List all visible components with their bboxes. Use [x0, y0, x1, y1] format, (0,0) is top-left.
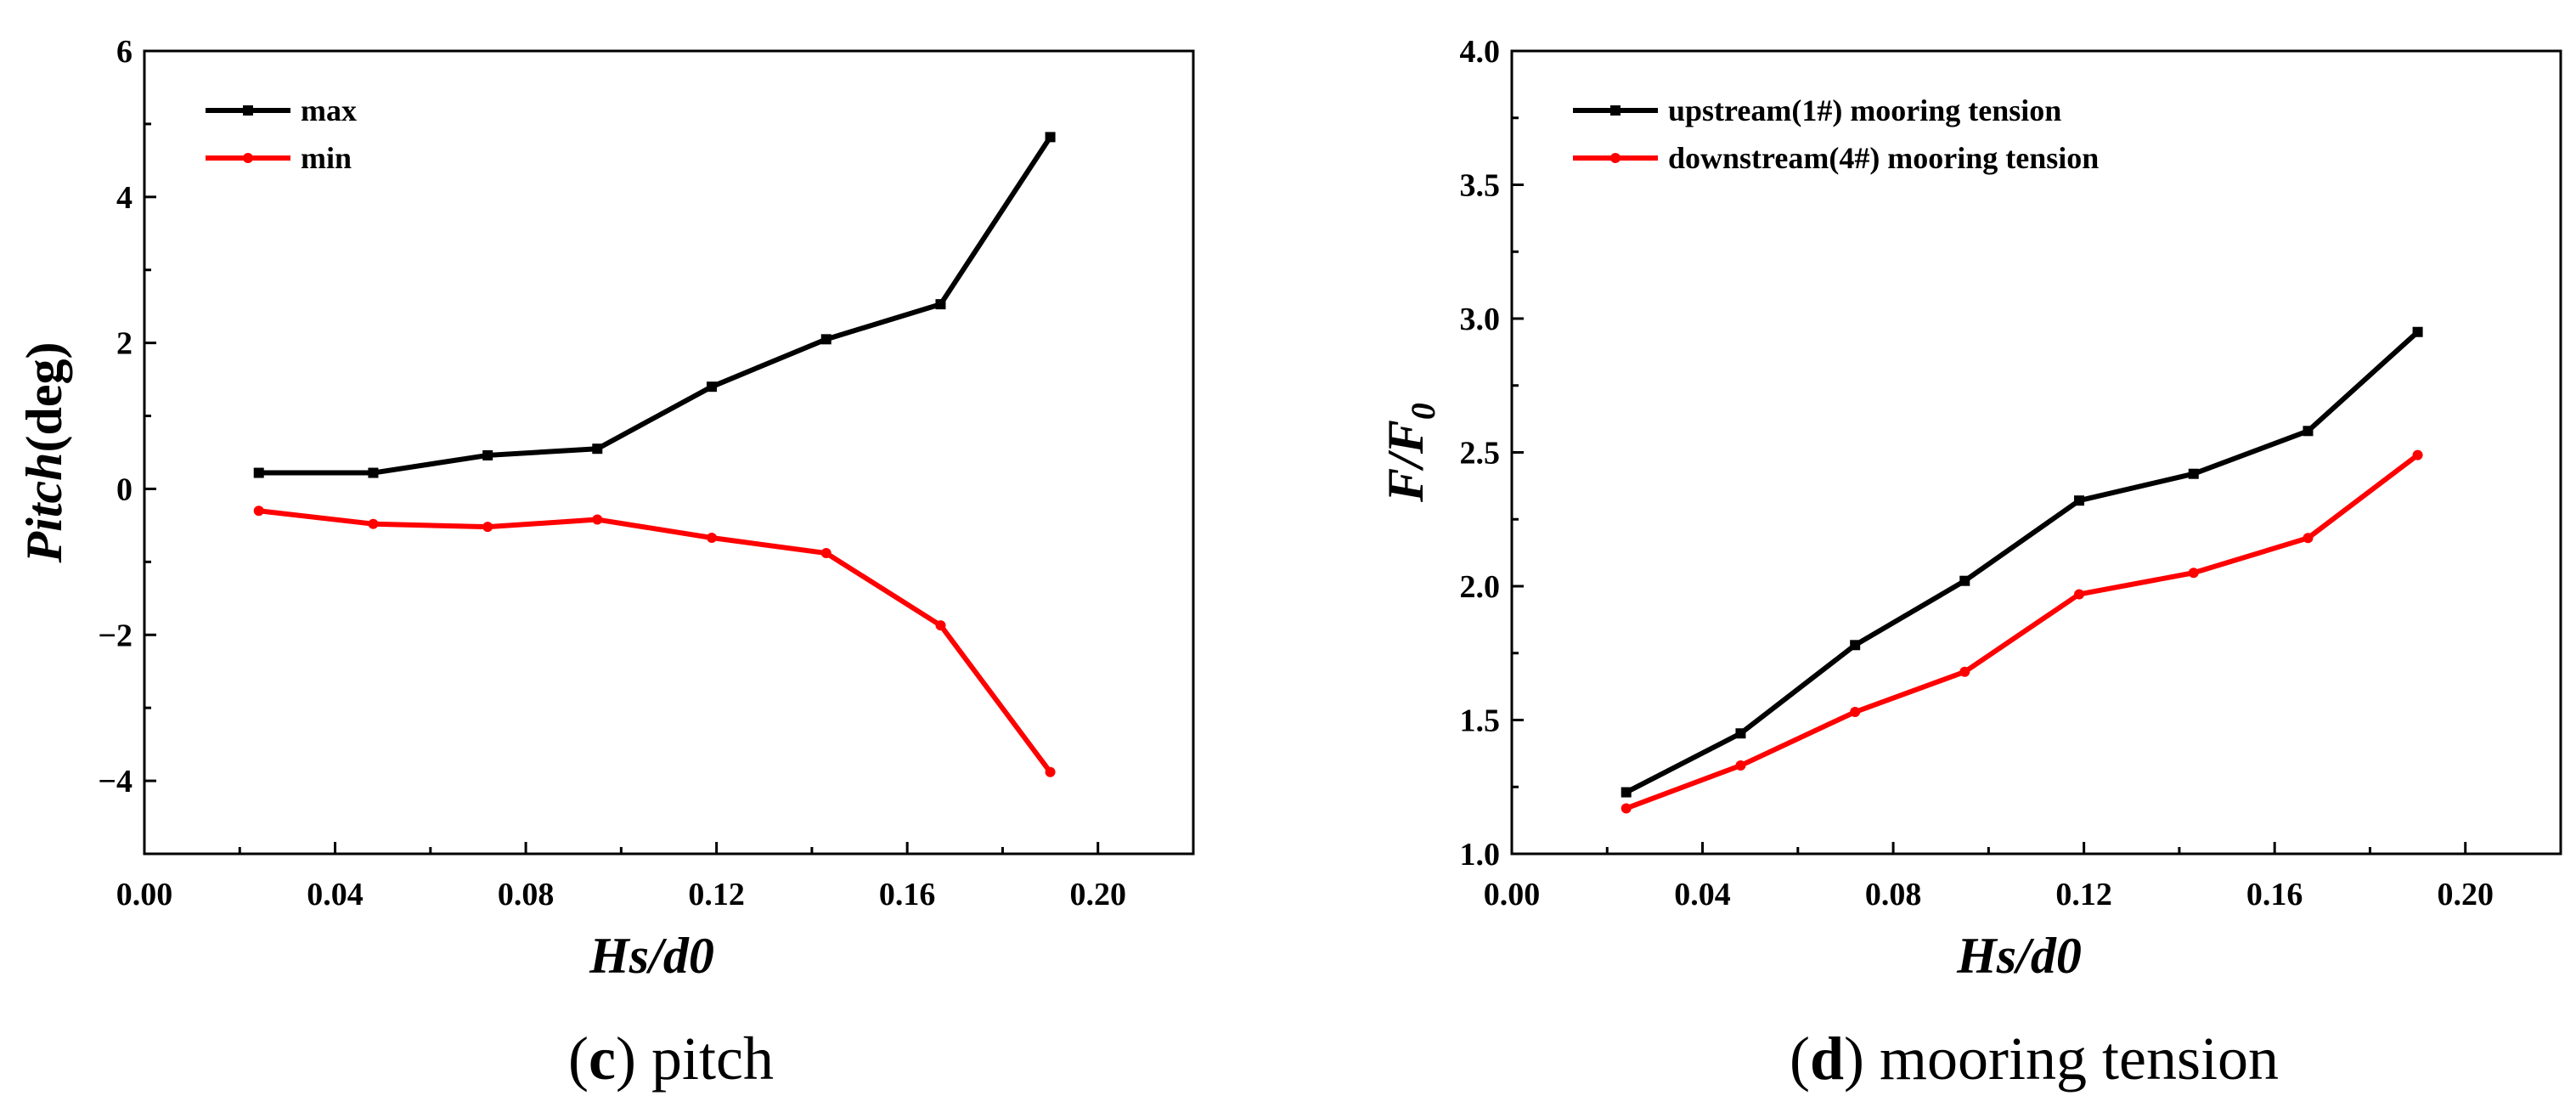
data-point-min [482, 522, 493, 533]
caption-close-paren: ) [616, 1025, 651, 1093]
legend-label: max [301, 93, 357, 127]
data-point-max [592, 443, 603, 455]
x-tick-label: 0.12 [688, 877, 745, 912]
data-point-max [935, 299, 946, 310]
y-tick-label: −2 [98, 618, 132, 653]
data-point-downstream4 [2412, 449, 2423, 460]
y-tick-label: 1.5 [1460, 703, 1501, 739]
x-axis-title: Hs/d0 [1956, 928, 2082, 984]
x-tick-label: 0.20 [2437, 877, 2494, 912]
data-point-upstream1 [1959, 575, 1970, 586]
y-axis-title: Pitch(deg) [16, 342, 72, 564]
data-point-upstream1 [1735, 728, 1746, 739]
data-point-min [935, 620, 946, 631]
caption-text: pitch [651, 1025, 774, 1093]
figure-caption: (c) pitch [568, 1025, 774, 1093]
caption-letter: c [589, 1025, 616, 1093]
data-point-min [368, 518, 379, 529]
legend-label: min [301, 141, 352, 175]
y-tick-label: 3.0 [1460, 302, 1501, 337]
legend-label: upstream(1#) mooring tension [1668, 93, 2061, 127]
data-point-downstream4 [2303, 533, 2314, 544]
y-tick-label: 1.0 [1460, 837, 1501, 873]
data-point-min [1045, 766, 1056, 777]
caption-open-paren: ( [1790, 1025, 1810, 1093]
data-point-downstream4 [2188, 568, 2199, 579]
data-point-max [1045, 132, 1056, 143]
y-tick-label: 6 [116, 34, 132, 70]
y-tick-label: 4.0 [1460, 34, 1501, 70]
series-line-downstream4 [1625, 453, 2420, 811]
data-point-downstream4 [2074, 589, 2085, 600]
legend-marker [1610, 105, 1621, 116]
data-point-downstream4 [1959, 666, 1970, 677]
data-point-max [820, 334, 831, 345]
data-point-upstream1 [2412, 326, 2423, 337]
y-axis-title: F/F0 [1378, 403, 1442, 503]
data-point-min [253, 505, 264, 517]
x-tick-label: 0.08 [498, 877, 555, 912]
data-point-max [368, 467, 379, 478]
x-tick-label: 0.04 [1674, 877, 1731, 912]
series-line-min [258, 508, 1052, 774]
y-axis-title-main: F/F [1378, 420, 1434, 503]
x-axis-title: Hs/d0 [589, 928, 714, 984]
caption-letter: d [1810, 1025, 1844, 1093]
x-tick-label: 0.12 [2055, 877, 2112, 912]
y-tick-label: 2.0 [1460, 569, 1501, 605]
caption-open-paren: ( [568, 1025, 589, 1093]
data-point-downstream4 [1850, 707, 1861, 718]
y-tick-label: 2 [116, 326, 132, 362]
x-tick-label: 0.00 [1484, 877, 1541, 912]
data-point-upstream1 [1850, 640, 1861, 651]
x-tick-label: 0.20 [1069, 877, 1126, 912]
x-tick-label: 0.08 [1865, 877, 1922, 912]
data-point-min [820, 548, 831, 559]
legend-marker [243, 105, 253, 116]
data-point-downstream4 [1621, 803, 1632, 814]
legend-marker [243, 153, 253, 163]
plot-frame [143, 49, 1195, 856]
series-line-max [258, 135, 1053, 476]
x-tick-label: 0.16 [2246, 877, 2303, 912]
legend-marker [1610, 153, 1621, 163]
caption-text: mooring tension [1880, 1025, 2279, 1093]
y-tick-label: 4 [116, 180, 132, 216]
data-point-upstream1 [2303, 426, 2314, 437]
data-point-max [253, 467, 264, 478]
data-point-min [592, 514, 603, 525]
y-tick-label: 2.5 [1460, 436, 1501, 472]
y-axis-title-unit: (deg) [16, 342, 72, 453]
data-point-upstream1 [2074, 495, 2085, 506]
pitch-chart-panel: 0.00 0.04 0.08 0.12 0.16 0.20 −4 −2 0 2 4 6 max min Hs… [16, 34, 1195, 1093]
x-tick-label: 0.04 [307, 877, 364, 912]
data-point-downstream4 [1735, 760, 1746, 771]
series-line-upstream1 [1625, 330, 2420, 795]
x-tick-label: 0.16 [879, 877, 936, 912]
y-tick-label: 0 [116, 472, 132, 507]
legend-label: downstream(4#) mooring tension [1668, 141, 2099, 175]
mooring-tension-chart-panel: 0.00 0.04 0.08 0.12 0.16 0.20 1.0 1.5 2.0 2.5 3.0 3… [1378, 34, 2562, 1093]
data-point-min [707, 533, 718, 544]
data-point-max [482, 449, 493, 460]
data-point-upstream1 [2188, 468, 2199, 479]
y-axis-title-italic: Pitch [16, 452, 72, 563]
y-tick-label: 3.5 [1460, 168, 1501, 204]
figure-caption: (d) mooring tension [1790, 1025, 2279, 1093]
y-axis-title-subscript: 0 [1404, 403, 1442, 420]
data-point-upstream1 [1621, 787, 1632, 798]
x-tick-label: 0.00 [116, 877, 173, 912]
data-point-max [707, 381, 718, 393]
y-tick-label: −4 [98, 764, 132, 799]
caption-close-paren: ) [1844, 1025, 1880, 1093]
